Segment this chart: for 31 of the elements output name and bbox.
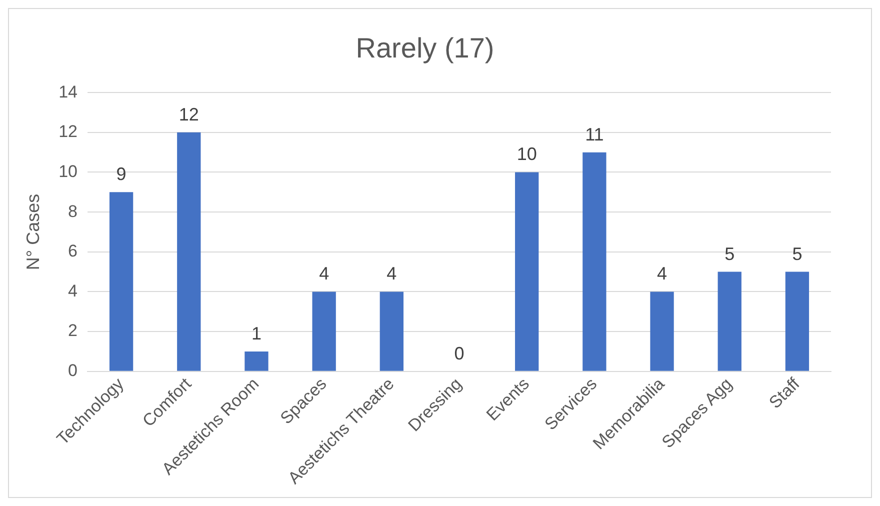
bar [582, 152, 606, 371]
data-label: 0 [454, 343, 464, 364]
data-label: 11 [585, 124, 604, 144]
bar [650, 292, 674, 371]
bar [109, 192, 134, 371]
bar [515, 172, 539, 371]
y-tick-label: 2 [68, 321, 78, 340]
y-tick-label: 12 [58, 122, 78, 142]
data-label: 12 [178, 104, 199, 124]
bar [380, 292, 404, 371]
data-label: 5 [792, 244, 802, 264]
data-label: 4 [657, 264, 668, 284]
data-label: 4 [386, 264, 397, 284]
bar [244, 351, 268, 371]
y-tick-label: 6 [68, 242, 78, 261]
bar [718, 272, 742, 371]
bar [312, 292, 336, 371]
y-tick-label: 10 [58, 162, 78, 181]
y-tick-label: 8 [68, 202, 78, 221]
data-label: 10 [516, 144, 537, 164]
chart-title: Rarely (17) [356, 32, 494, 64]
y-tick-label: 14 [58, 82, 78, 102]
data-label: 4 [319, 264, 330, 284]
data-label: 5 [724, 244, 735, 264]
y-axis-title: N° Cases [22, 194, 43, 270]
y-tick-label: 0 [68, 361, 78, 380]
data-label: 1 [251, 323, 262, 344]
bar [785, 272, 810, 371]
data-label: 9 [116, 164, 126, 184]
bar [177, 132, 201, 371]
y-tick-label: 4 [68, 281, 78, 300]
